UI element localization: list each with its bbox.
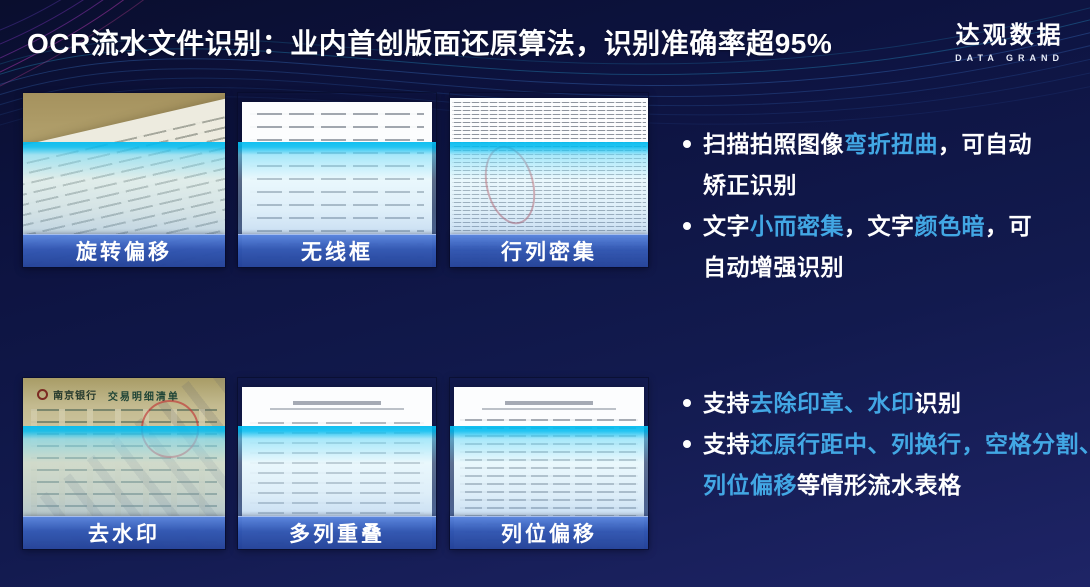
feature-text: ，文字 bbox=[844, 213, 915, 239]
feature-list-top: 扫描拍照图像 弯折扭曲 ，可自动 矫正识别 文字 小而密集 ，文字 颜色暗 ，可 自动增强识… bbox=[683, 124, 1087, 288]
feature-bullet: 支持 去除印章、水印 识别 bbox=[683, 383, 1087, 424]
sample-caption: 去水印 bbox=[23, 516, 225, 549]
feature-text-highlight: 去除印章、水印 bbox=[750, 390, 915, 416]
feature-text: ，可自动 bbox=[938, 131, 1032, 157]
feature-text-highlight: 颜色暗 bbox=[914, 213, 985, 239]
feature-text: 等情形流水表格 bbox=[797, 472, 962, 498]
bullet-dot-icon bbox=[683, 399, 691, 407]
brand-logo: 达观数据 DATA GRAND bbox=[955, 15, 1064, 63]
sample-card-rotated: 旋转偏移 bbox=[23, 93, 225, 267]
page-title: OCR流水文件识别：业内首创版面还原算法，识别准确率超95% bbox=[27, 28, 833, 59]
feature-bullet: 文字 小而密集 ，文字 颜色暗 ，可 自动增强识别 bbox=[683, 206, 1087, 288]
sample-card-multicol: 多列重叠 bbox=[238, 378, 436, 549]
sample-card-wireless: 无线框 bbox=[238, 93, 436, 267]
feature-text-highlight: 小而密集 bbox=[750, 213, 844, 239]
feature-text: 支持 bbox=[703, 390, 750, 416]
sample-card-shifted: 列位偏移 bbox=[450, 378, 648, 549]
feature-text: 支持 bbox=[703, 431, 750, 457]
brand-name-cn: 达观数据 bbox=[955, 22, 1064, 49]
feature-text: 识别 bbox=[914, 390, 962, 416]
feature-text: 文字 bbox=[703, 213, 750, 239]
bank-header: 南京银行 bbox=[37, 387, 97, 402]
sample-card-watermark: 南京银行 交易明细清单 去水印 bbox=[23, 378, 225, 549]
sample-caption: 列位偏移 bbox=[450, 516, 648, 549]
feature-bullet: 支持 还原行距中、列换行，空格分割、 列位偏移 等情形流水表格 bbox=[683, 424, 1090, 506]
feature-text-highlight: 弯折扭曲 bbox=[844, 131, 938, 157]
feature-text: 矫正识别 bbox=[703, 172, 797, 198]
feature-text: ，可 bbox=[985, 213, 1032, 239]
sample-caption: 无线框 bbox=[238, 234, 436, 267]
feature-text-highlight: 还原行距中、列换行，空格分割、 bbox=[750, 431, 1090, 457]
bank-name: 南京银行 bbox=[53, 390, 98, 402]
sample-card-dense: 行列密集 bbox=[450, 93, 648, 267]
feature-list-bottom: 支持 去除印章、水印 识别 支持 还原行距中、列换行，空格分割、 列位偏移 等情形流水表… bbox=[683, 383, 1090, 506]
feature-bullet: 扫描拍照图像 弯折扭曲 ，可自动 矫正识别 bbox=[683, 124, 1087, 206]
bullet-dot-icon bbox=[683, 440, 691, 448]
brand-name-en: DATA GRAND bbox=[955, 53, 1064, 63]
sample-caption: 行列密集 bbox=[450, 234, 648, 267]
feature-text: 自动增强识别 bbox=[703, 254, 844, 280]
feature-text-highlight: 列位偏移 bbox=[703, 472, 797, 498]
bullet-dot-icon bbox=[683, 140, 691, 148]
sample-caption: 多列重叠 bbox=[238, 516, 436, 549]
bank-logo-icon bbox=[37, 388, 49, 400]
bullet-dot-icon bbox=[683, 222, 691, 230]
feature-text: 扫描拍照图像 bbox=[703, 131, 844, 157]
statement-title: 交易明细清单 bbox=[107, 392, 180, 404]
sample-caption: 旋转偏移 bbox=[23, 234, 225, 267]
